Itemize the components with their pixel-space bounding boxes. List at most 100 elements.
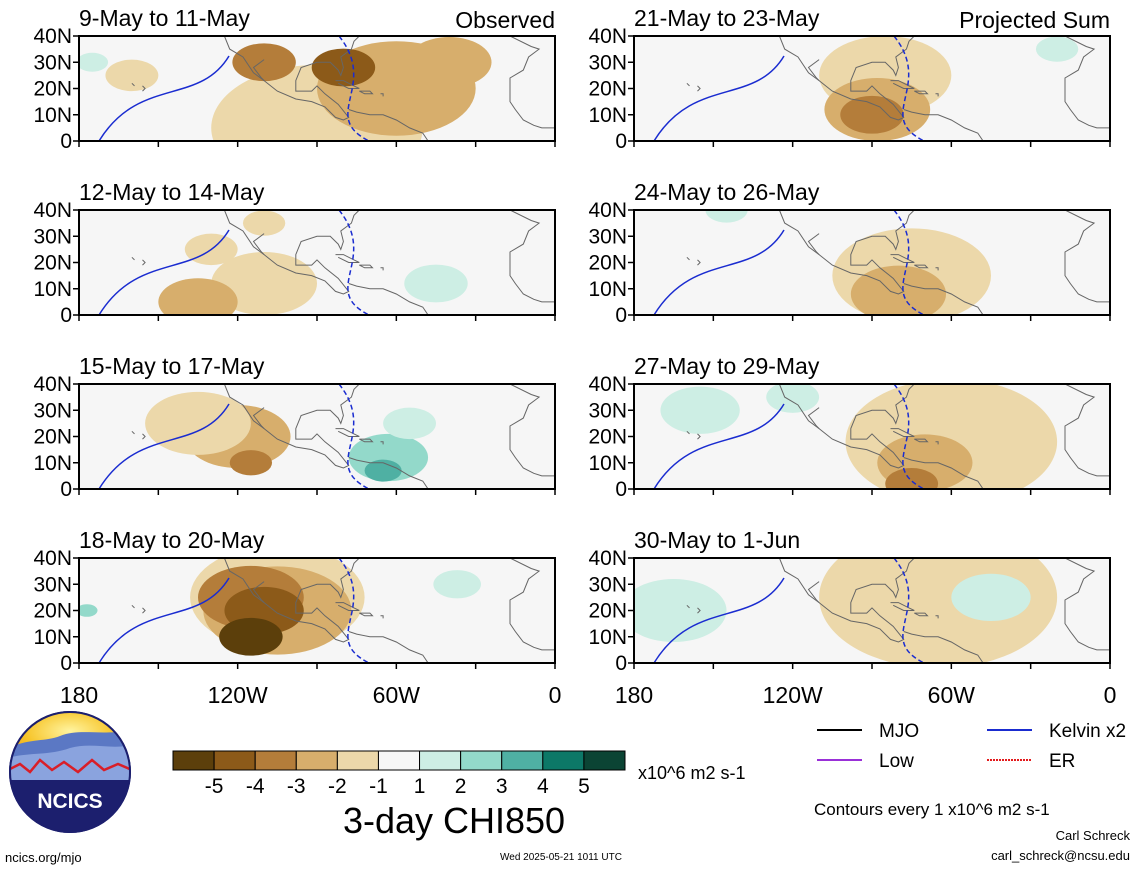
contour-note: Contours every 1 x10^6 m2 s-1 bbox=[814, 800, 1050, 819]
anomaly-region bbox=[1035, 36, 1079, 62]
panel-date-range: 21-May to 23-May bbox=[634, 5, 820, 31]
coastline bbox=[890, 254, 915, 263]
panel-date-range: 30-May to 1-Jun bbox=[634, 527, 800, 553]
panel-date-range: 12-May to 14-May bbox=[79, 179, 265, 205]
coastline bbox=[335, 428, 360, 437]
colorbar-tick-label: 3 bbox=[496, 775, 508, 798]
colorbar-tick-label: 2 bbox=[455, 775, 467, 798]
coastline bbox=[935, 267, 939, 271]
coastline bbox=[223, 36, 360, 121]
coastline bbox=[686, 604, 690, 609]
anomaly-region bbox=[79, 52, 109, 72]
coastline bbox=[131, 604, 135, 609]
kelvin-contour-negative bbox=[893, 384, 925, 489]
coastline bbox=[252, 233, 265, 255]
anomaly-region bbox=[433, 570, 481, 599]
anomaly-region bbox=[105, 59, 159, 92]
anomaly-region bbox=[158, 278, 238, 315]
lat-label: 30N bbox=[33, 51, 72, 74]
coastline bbox=[142, 85, 146, 92]
colorbar-tick-label: 1 bbox=[414, 775, 426, 798]
coastline bbox=[914, 264, 929, 269]
coastline bbox=[252, 59, 265, 81]
coastline bbox=[509, 384, 555, 477]
coastline bbox=[348, 283, 429, 315]
lat-label: 40N bbox=[588, 547, 627, 570]
coastline bbox=[335, 254, 360, 263]
coastline bbox=[335, 80, 360, 89]
coastline bbox=[131, 256, 135, 261]
kelvin-contour-negative bbox=[338, 36, 370, 141]
map-panel: 12-May to 14-May bbox=[78, 179, 556, 316]
anomaly-field bbox=[98, 210, 555, 315]
map-background bbox=[79, 210, 555, 315]
coastline bbox=[223, 558, 360, 643]
author-email: carl_schreck@ncsu.edu bbox=[991, 848, 1130, 863]
anomaly-region bbox=[364, 459, 402, 482]
coastline bbox=[935, 93, 939, 97]
lat-label: 20N bbox=[33, 252, 72, 275]
kelvin-contour-negative bbox=[893, 210, 925, 315]
legend-label: Kelvin x2 bbox=[1049, 721, 1126, 742]
anomaly-region bbox=[79, 604, 98, 617]
coastline bbox=[778, 558, 915, 643]
anomaly-field bbox=[653, 384, 1110, 489]
coastline bbox=[142, 607, 146, 614]
coastline bbox=[131, 82, 135, 87]
coastline bbox=[223, 210, 360, 295]
anomaly-region bbox=[229, 450, 273, 476]
main-title: 3-day CHI850 bbox=[342, 800, 566, 841]
lat-label: 30N bbox=[588, 573, 627, 596]
lat-label: 30N bbox=[33, 225, 72, 248]
ncics-logo: NCICS bbox=[9, 711, 131, 833]
legend-label: Low bbox=[879, 751, 914, 772]
anomaly-field bbox=[79, 36, 555, 141]
map-panel: 27-May to 29-May bbox=[633, 353, 1111, 490]
lat-label: 0 bbox=[60, 130, 72, 153]
lon-label: 120W bbox=[208, 682, 268, 708]
anomaly-region bbox=[211, 252, 317, 315]
coastline bbox=[903, 283, 984, 315]
coastline bbox=[807, 581, 820, 603]
coastline bbox=[935, 615, 939, 619]
panel-tag: Projected Sum bbox=[959, 7, 1110, 33]
legend-label: ER bbox=[1049, 751, 1075, 772]
map-panel: 30-May to 1-Jun bbox=[633, 527, 1111, 664]
coastline bbox=[509, 558, 555, 651]
coastline bbox=[778, 36, 915, 121]
lat-label: 30N bbox=[588, 399, 627, 422]
kelvin-contour bbox=[653, 577, 785, 663]
coastline bbox=[914, 438, 929, 443]
kelvin-contour bbox=[98, 577, 230, 663]
timestamp-label: Wed 2025-05-21 1011 UTC bbox=[500, 852, 622, 863]
anomaly-region bbox=[850, 265, 947, 315]
lon-label: 180 bbox=[60, 682, 98, 708]
lat-label: 20N bbox=[588, 78, 627, 101]
colorbar-swatch bbox=[336, 750, 379, 771]
coastline bbox=[914, 90, 929, 95]
coastline bbox=[697, 85, 701, 92]
anomaly-region bbox=[660, 386, 740, 434]
anomaly-region bbox=[634, 579, 727, 642]
map-panel: 15-May to 17-May bbox=[78, 353, 556, 490]
coastline bbox=[686, 256, 690, 261]
coastline bbox=[252, 407, 265, 429]
colorbar-tick-label: -2 bbox=[328, 775, 347, 798]
coastline bbox=[778, 384, 915, 469]
lat-label: 40N bbox=[33, 25, 72, 48]
website-label: ncics.org/mjo bbox=[5, 850, 82, 865]
coastline bbox=[359, 612, 374, 617]
kelvin-contour-negative bbox=[338, 384, 370, 489]
anomaly-region bbox=[232, 43, 296, 82]
coastline bbox=[778, 210, 915, 295]
panel-date-range: 15-May to 17-May bbox=[79, 353, 265, 379]
lat-label: 20N bbox=[33, 78, 72, 101]
anomaly-field bbox=[98, 384, 555, 489]
lat-label: 10N bbox=[588, 278, 627, 301]
lat-label: 20N bbox=[33, 426, 72, 449]
kelvin-contour bbox=[98, 55, 230, 141]
lon-label: 180 bbox=[615, 682, 653, 708]
lat-label: 0 bbox=[615, 478, 627, 501]
map-panel: 21-May to 23-May Projected Sum bbox=[633, 5, 1111, 142]
anomaly-region bbox=[383, 407, 436, 440]
